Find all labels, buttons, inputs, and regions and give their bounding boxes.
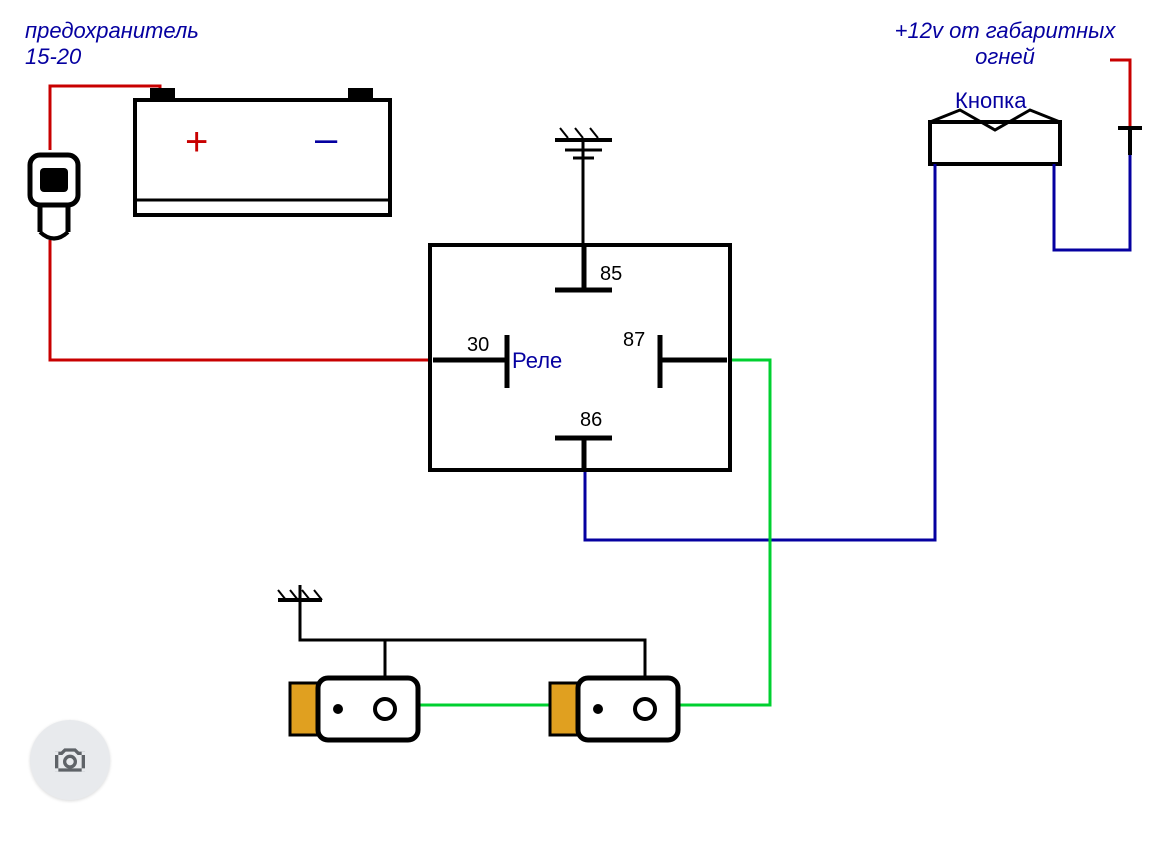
wire [50, 240, 433, 360]
relay-box [430, 245, 730, 470]
label-power-in: +12v от габаритных огней [875, 18, 1135, 71]
fog-lamp-left [290, 678, 418, 740]
lens-button[interactable] [30, 720, 110, 800]
label-fuse: предохранитель 15-20 [25, 18, 199, 71]
svg-text:+: + [185, 120, 208, 164]
label-button: Кнопка [955, 88, 1026, 114]
label-pin86: 86 [580, 408, 602, 432]
label-pin85: 85 [600, 262, 622, 286]
power-tap [1118, 128, 1142, 155]
svg-text:–: – [315, 117, 338, 161]
fog-lamp-right [550, 678, 678, 740]
switch-button [930, 110, 1060, 170]
battery: + – [135, 88, 390, 215]
wire [385, 640, 645, 680]
wire [1054, 155, 1130, 250]
fuse [30, 155, 78, 239]
diagram-canvas: + – [0, 0, 1170, 845]
label-pin30: 30 [467, 333, 489, 357]
label-relay: Реле [512, 348, 562, 374]
label-pin87: 87 [623, 328, 645, 352]
ground-symbol-left [278, 585, 322, 600]
camera-icon [50, 740, 90, 780]
